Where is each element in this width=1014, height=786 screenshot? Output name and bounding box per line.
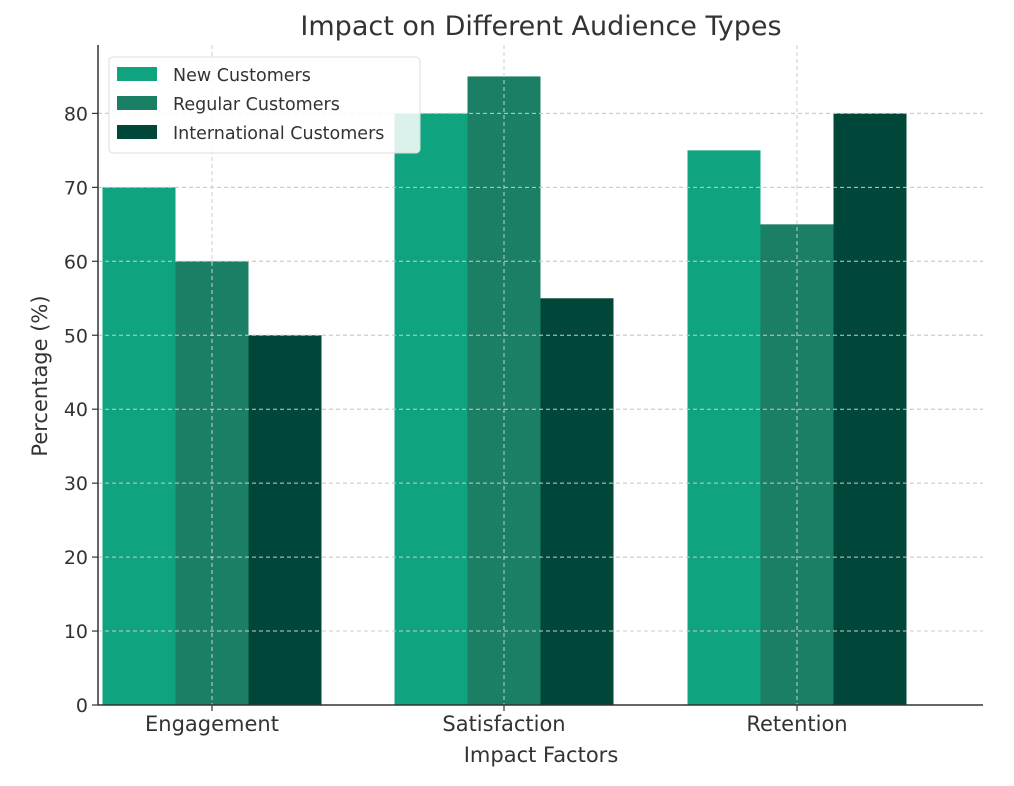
x-tick-label: Engagement: [145, 712, 279, 736]
legend-swatch: [117, 125, 157, 139]
legend-swatch: [117, 67, 157, 81]
tick-labels: 0 10 20 30 40 50 60 70 80 Engagement Satisfaction R…: [64, 103, 848, 736]
legend: New Customers Regular Customers Internatio…: [108, 56, 421, 154]
y-tick-label: 80: [64, 103, 88, 125]
legend-label: New Customers: [173, 66, 311, 86]
y-tick-label: 50: [64, 325, 88, 347]
bar-retention-1: [760, 224, 834, 705]
axes: [92, 45, 983, 711]
legend-label: Regular Customers: [173, 95, 340, 115]
bar-retention-0: [687, 150, 761, 705]
grid-overlay: [98, 45, 983, 705]
y-tick-label: 0: [76, 695, 88, 717]
y-axis-label: Percentage (%): [28, 295, 52, 456]
y-tick-label: 10: [64, 621, 88, 643]
x-tick-label: Satisfaction: [442, 712, 565, 736]
bar-engagement-0: [102, 187, 176, 706]
bar-satisfaction-2: [540, 298, 614, 705]
y-tick-label: 20: [64, 547, 88, 569]
y-tick-label: 30: [64, 473, 88, 495]
legend-label: International Customers: [173, 124, 384, 144]
y-tick-label: 60: [64, 251, 88, 273]
legend-swatch: [117, 96, 157, 110]
x-axis-label: Impact Factors: [464, 743, 619, 767]
x-tick-label: Retention: [746, 712, 847, 736]
y-tick-label: 70: [64, 177, 88, 199]
y-tick-label: 40: [64, 399, 88, 421]
bar-engagement-2: [248, 335, 322, 705]
chart-title: Impact on Different Audience Types: [300, 11, 781, 42]
legend-box: [108, 56, 421, 154]
